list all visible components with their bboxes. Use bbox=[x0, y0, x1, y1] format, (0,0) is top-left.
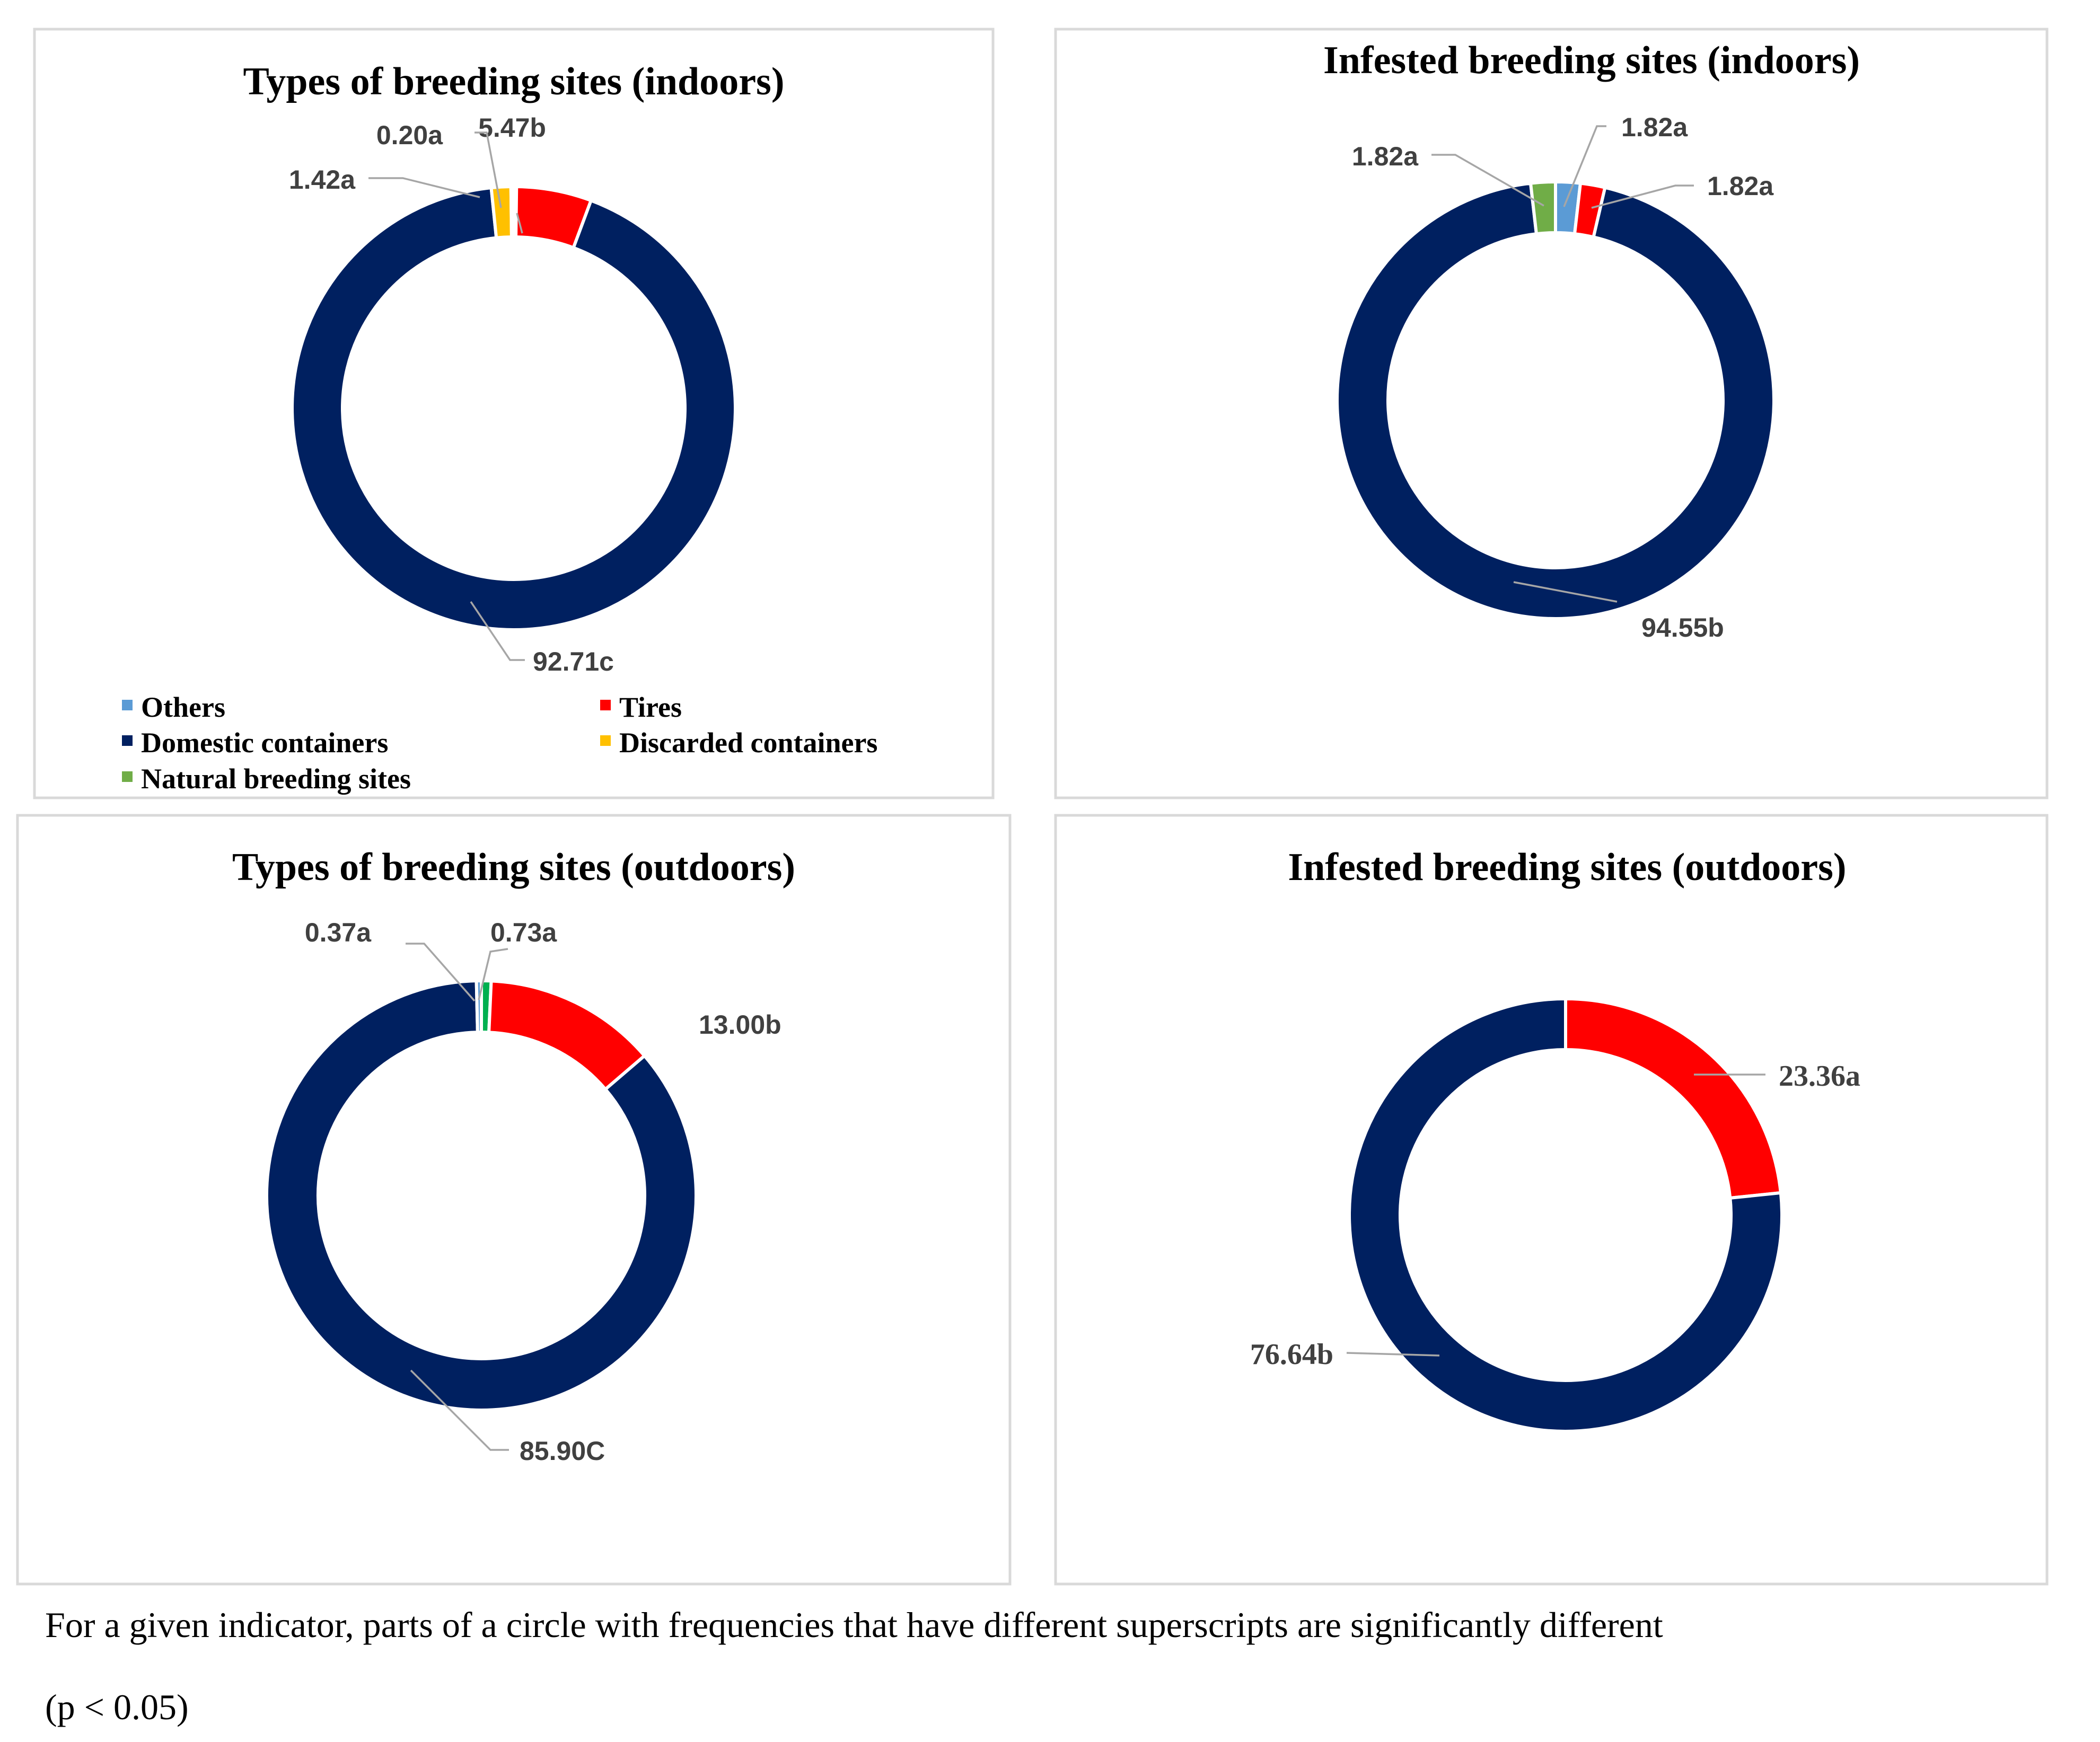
legend-label: Others bbox=[141, 691, 225, 723]
chart-title: Types of breeding sites (indoors) bbox=[243, 60, 785, 103]
chart-panel-outdoor-infested: Infested breeding sites (outdoors) 23.36… bbox=[1054, 814, 2049, 1586]
leader-line bbox=[475, 131, 502, 208]
data-label: 76.64b bbox=[1250, 1338, 1333, 1371]
leader-line bbox=[1513, 581, 1618, 603]
donut-slice-natural-breeding-sites bbox=[1528, 180, 1557, 236]
footnote-line-1: For a given indicator, parts of a circle… bbox=[45, 1605, 1663, 1645]
leader-line bbox=[406, 943, 476, 1002]
data-label: 13.00b bbox=[699, 1010, 781, 1040]
panel-frame bbox=[33, 28, 995, 799]
donut bbox=[1348, 997, 1783, 1433]
leader-line bbox=[470, 601, 525, 661]
data-label: 23.36a bbox=[1779, 1060, 1860, 1093]
data-label: 5.47b bbox=[478, 113, 546, 143]
leader-line bbox=[1346, 1352, 1440, 1357]
leader-line bbox=[1591, 184, 1694, 209]
leader-line bbox=[410, 1369, 509, 1451]
donut-slice-domestic-containers bbox=[265, 979, 698, 1412]
donut bbox=[291, 184, 737, 631]
data-label: 0.73a bbox=[490, 918, 557, 947]
data-label: 1.82a bbox=[1707, 171, 1774, 201]
panel-frame bbox=[1054, 28, 2049, 799]
leader-line bbox=[516, 213, 523, 234]
legend-swatch bbox=[122, 771, 133, 782]
legend-swatch bbox=[600, 735, 611, 746]
chart-panel-outdoor-types: Types of breeding sites (outdoors) 0.37a… bbox=[16, 814, 1012, 1586]
donut-slice-domestic-containers bbox=[1348, 997, 1783, 1433]
data-label: 94.55b bbox=[1641, 613, 1724, 643]
data-label: 0.20a bbox=[376, 120, 443, 150]
panel-frame bbox=[16, 814, 1012, 1586]
donut-slice-domestic-containers bbox=[291, 186, 737, 631]
legend-label: Domestic containers bbox=[141, 727, 388, 759]
donut-slice-discarded-containers bbox=[489, 184, 513, 240]
donut bbox=[265, 979, 698, 1412]
data-label: 1.82a bbox=[1621, 112, 1688, 142]
legend-label: Tires bbox=[619, 691, 682, 723]
legend-item-discarded-containers: Discarded containers bbox=[600, 727, 877, 759]
data-label: 85.90C bbox=[520, 1436, 605, 1466]
leader-line bbox=[1431, 154, 1544, 207]
legend-label: Discarded containers bbox=[619, 727, 877, 759]
legend-swatch bbox=[122, 700, 133, 710]
legend-item-domestic-containers: Domestic containers bbox=[122, 727, 388, 759]
legend-item-tires: Tires bbox=[600, 691, 682, 723]
footnote-line-2: (p < 0.05) bbox=[45, 1687, 189, 1727]
data-label: 0.37a bbox=[305, 918, 372, 947]
donut-slice-natural-breeding-sites bbox=[509, 184, 515, 239]
leader-line bbox=[368, 177, 480, 198]
chart-panel-indoor-infested: Infested breeding sites (indoors) 1.82a … bbox=[1054, 28, 2049, 799]
data-label: 1.42a bbox=[289, 165, 356, 195]
panel-frame bbox=[1054, 814, 2049, 1586]
legend: Others Tires Domestic containers Discard… bbox=[122, 691, 877, 795]
leader-line bbox=[1563, 125, 1606, 207]
legend-swatch bbox=[122, 735, 133, 746]
chart-title: Infested breeding sites (outdoors) bbox=[1288, 846, 1846, 889]
legend-swatch bbox=[600, 700, 611, 710]
legend-label: Natural breeding sites bbox=[141, 763, 411, 795]
donut-slice-domestic-containers bbox=[1335, 181, 1776, 620]
donut bbox=[1335, 180, 1776, 620]
legend-item-natural-breeding-sites: Natural breeding sites bbox=[122, 763, 411, 795]
data-label: 1.82a bbox=[1352, 142, 1419, 171]
data-label: 92.71c bbox=[533, 647, 614, 676]
chart-title: Types of breeding sites (outdoors) bbox=[232, 846, 795, 889]
chart-title: Infested breeding sites (indoors) bbox=[1323, 39, 1860, 82]
chart-panel-indoor-types: Types of breeding sites (indoors) 5.47b … bbox=[33, 28, 995, 799]
leader-line bbox=[478, 948, 508, 1000]
legend-item-others: Others bbox=[122, 691, 225, 723]
